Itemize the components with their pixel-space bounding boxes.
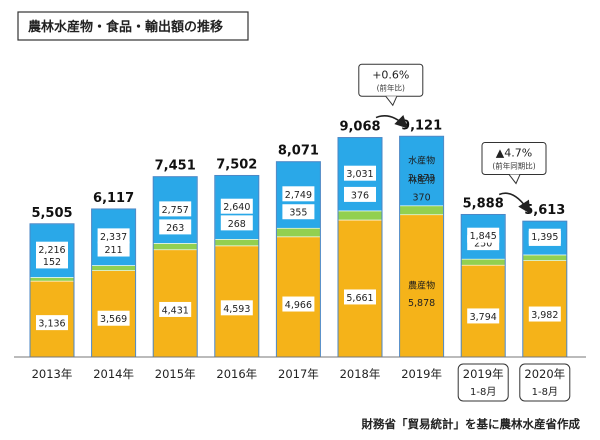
total-label: 5,888 bbox=[463, 196, 504, 211]
value-label: 5,661 bbox=[346, 293, 373, 304]
x-tick-label: 2017年 bbox=[278, 367, 319, 381]
value-label-box bbox=[97, 310, 130, 326]
value-label-box bbox=[344, 165, 376, 181]
value-label-box bbox=[36, 241, 68, 257]
trend-arrow bbox=[375, 114, 408, 129]
bar-segment bbox=[460, 258, 506, 266]
callout-pointer bbox=[508, 174, 521, 185]
value-label-box bbox=[220, 215, 253, 231]
value-label: 4,593 bbox=[223, 304, 250, 315]
x-tick-label: 2018年 bbox=[340, 367, 381, 381]
x-axis-labels: 2013年 2014年 2015年 2016年 2017年 2018年 2019年 2019年… bbox=[32, 363, 571, 402]
value-label-box bbox=[97, 241, 130, 257]
total-label: 7,502 bbox=[216, 157, 257, 172]
bar-segment bbox=[337, 219, 383, 358]
value-label: 152 bbox=[43, 257, 61, 268]
period-bracket bbox=[519, 363, 571, 402]
bar-segment bbox=[399, 205, 444, 216]
value-label: 3,569 bbox=[100, 314, 127, 325]
callout-note: (前年同期比) bbox=[492, 160, 535, 170]
value-label-box bbox=[528, 228, 561, 244]
value-label-box bbox=[467, 227, 500, 243]
bar-segment bbox=[214, 239, 260, 247]
total-label: 5,613 bbox=[524, 203, 565, 218]
bar-segment bbox=[337, 210, 383, 221]
x-tick-label: 2014年 bbox=[93, 367, 134, 381]
value-label: 376 bbox=[351, 190, 369, 201]
value-label-box bbox=[528, 306, 561, 322]
value-label-box bbox=[344, 289, 376, 305]
series-name-label: 水産物 bbox=[408, 154, 435, 166]
series-name-label: 農産物 bbox=[408, 279, 435, 291]
total-label: 7,451 bbox=[155, 159, 196, 174]
bar-segment bbox=[29, 277, 75, 282]
trend-arrow bbox=[498, 192, 531, 214]
bar-segment bbox=[152, 243, 198, 251]
value-label: 2,640 bbox=[223, 202, 250, 213]
callout-value: ▲4.7% bbox=[496, 146, 532, 159]
value-label: 5,878 bbox=[408, 298, 435, 309]
value-label: 1,395 bbox=[531, 232, 558, 243]
series-name-label: 林産物 bbox=[408, 174, 435, 186]
chart-title-box: 農林水産物・食品・輸出額の推移 bbox=[17, 11, 249, 41]
value-label: 3,136 bbox=[38, 319, 65, 330]
value-label: 4,966 bbox=[285, 300, 312, 311]
value-label: 2,757 bbox=[162, 205, 189, 216]
value-label: 1,845 bbox=[470, 231, 497, 242]
bar-segment bbox=[276, 227, 321, 238]
x-tick-label: 2020年 bbox=[524, 367, 565, 381]
value-label: 268 bbox=[228, 219, 246, 230]
value-label-box bbox=[282, 186, 315, 202]
value-label: 4,431 bbox=[162, 305, 189, 316]
value-label-box bbox=[282, 296, 315, 312]
value-label: 3,794 bbox=[470, 312, 497, 323]
value-label: 3,982 bbox=[531, 310, 558, 321]
callout-note: (前年比) bbox=[377, 82, 405, 92]
total-label: 9,121 bbox=[401, 118, 442, 133]
value-label: 211 bbox=[105, 245, 123, 256]
value-label-box bbox=[344, 186, 376, 202]
callouts: +0.6%(前年比) ▲4.7%(前年同期比) bbox=[358, 63, 547, 214]
x-tick-sublabel: 1-8月 bbox=[470, 386, 496, 398]
x-tick-label: 2019年 bbox=[401, 367, 442, 381]
value-label-box bbox=[220, 300, 253, 316]
value-label-box bbox=[36, 315, 68, 331]
value-label: 2,873 bbox=[408, 173, 435, 184]
callout-pointer bbox=[385, 95, 398, 107]
bar-segment bbox=[91, 265, 136, 271]
value-label: 263 bbox=[166, 223, 184, 234]
chart-title: 農林水産物・食品・輸出額の推移 bbox=[28, 19, 223, 35]
value-label-box bbox=[97, 228, 130, 244]
x-tick-sublabel: 1-8月 bbox=[532, 386, 558, 398]
value-label: 2,749 bbox=[285, 190, 312, 201]
period-bracket bbox=[457, 363, 509, 402]
value-label-box bbox=[159, 219, 192, 235]
value-label: 3,031 bbox=[346, 169, 373, 180]
source-note: 財務省「貿易統計」を基に農林水産省作成 bbox=[361, 417, 581, 431]
total-label: 8,071 bbox=[278, 144, 319, 159]
value-label: 250 bbox=[474, 239, 492, 250]
value-label-box bbox=[467, 308, 500, 324]
callout-value: +0.6% bbox=[372, 68, 409, 81]
bar-segment bbox=[399, 135, 444, 207]
x-tick-label: 2013年 bbox=[32, 367, 73, 381]
value-label: 355 bbox=[289, 208, 307, 219]
bar-segment bbox=[522, 254, 568, 261]
value-label-box bbox=[36, 253, 68, 269]
value-label-box bbox=[282, 204, 315, 220]
value-label-box bbox=[220, 198, 253, 214]
total-label: 5,505 bbox=[31, 206, 72, 221]
value-label-box bbox=[159, 301, 192, 317]
total-label: 9,068 bbox=[339, 120, 380, 135]
x-tick-label: 2015年 bbox=[155, 367, 196, 381]
total-label: 6,117 bbox=[93, 191, 134, 206]
x-tick-label: 2016年 bbox=[216, 367, 257, 381]
value-label: 2,337 bbox=[100, 232, 127, 243]
x-tick-label: 2019年 bbox=[463, 367, 504, 381]
value-label-box bbox=[159, 201, 192, 217]
value-label: 370 bbox=[413, 192, 431, 203]
value-label: 2,216 bbox=[38, 245, 65, 256]
